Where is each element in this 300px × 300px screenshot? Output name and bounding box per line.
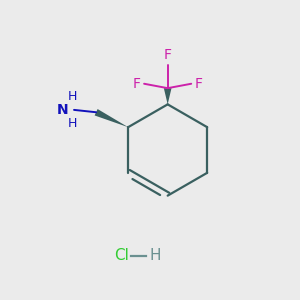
Text: F: F: [164, 48, 172, 62]
Text: F: F: [195, 77, 203, 91]
Text: N: N: [57, 103, 69, 117]
Polygon shape: [94, 109, 128, 127]
Text: H: H: [149, 248, 160, 263]
Text: Cl: Cl: [115, 248, 129, 263]
Text: H: H: [68, 117, 77, 130]
Polygon shape: [164, 88, 172, 104]
Text: F: F: [133, 77, 141, 91]
Text: H: H: [68, 89, 77, 103]
